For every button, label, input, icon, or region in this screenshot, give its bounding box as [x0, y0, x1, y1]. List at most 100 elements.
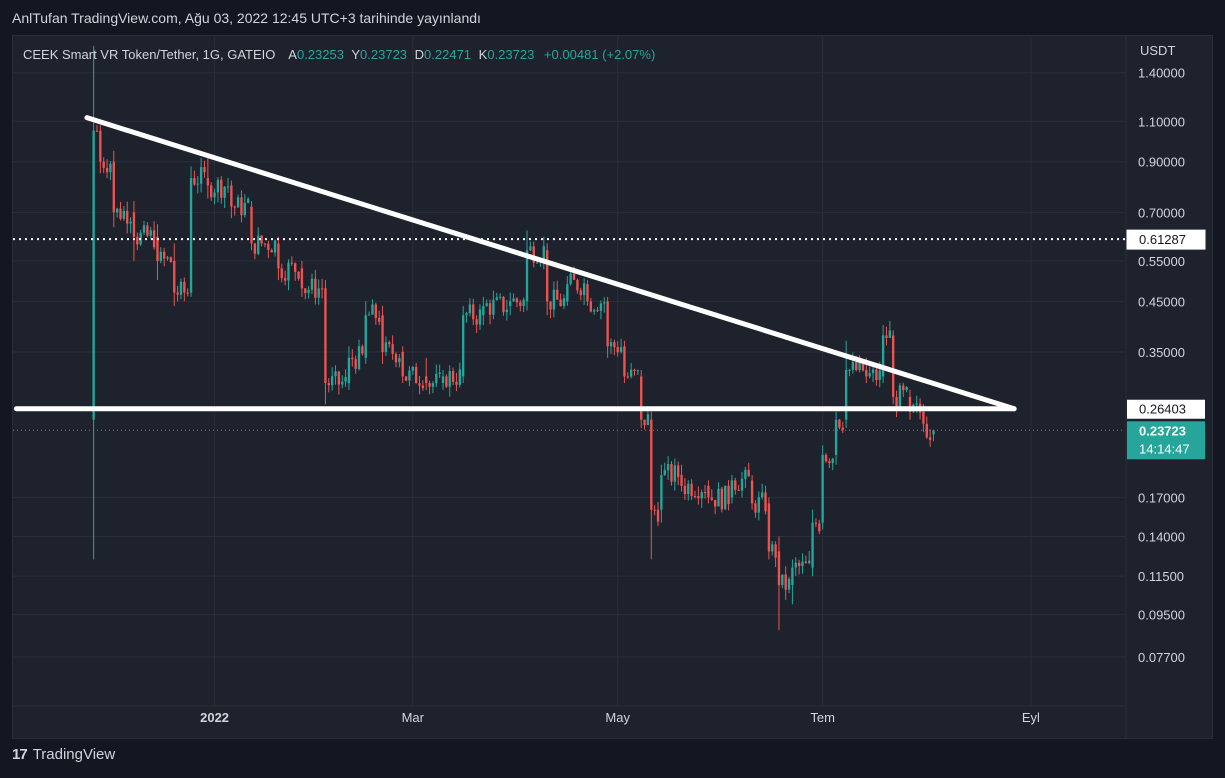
candle-body — [811, 522, 814, 568]
candle-body — [294, 263, 297, 272]
candle-body — [351, 357, 354, 360]
symbol-name: CEEK Smart VR Token/Tether, 1G, GATEIO — [23, 47, 275, 62]
candle-body — [146, 225, 149, 236]
candle-body — [902, 385, 905, 391]
candle-body — [700, 492, 703, 499]
candle-body — [233, 206, 236, 208]
candle-body — [105, 168, 109, 173]
candle-body — [925, 423, 928, 438]
candle-body — [196, 183, 199, 185]
candle-body — [737, 489, 740, 491]
candle-body — [720, 488, 724, 510]
tradingview-brand[interactable]: 17 TradingView — [12, 746, 115, 763]
candle-body — [730, 480, 734, 498]
candle-body — [253, 243, 257, 254]
candle-body — [414, 366, 418, 384]
candle-body — [673, 465, 677, 482]
candle-body — [173, 260, 176, 293]
chart-panel[interactable]: CEEK Smart VR Token/Tether, 1G, GATEIO A… — [12, 35, 1213, 739]
candle-body — [210, 185, 213, 198]
svg-text:0.26403: 0.26403 — [1139, 402, 1186, 417]
candle-body — [747, 469, 750, 477]
candle-body — [512, 298, 515, 302]
y-tick-label: 0.11500 — [1138, 569, 1184, 584]
candle-body — [855, 361, 858, 370]
candle-body — [888, 330, 892, 338]
candle-body — [596, 310, 599, 312]
open-label: A — [288, 47, 297, 62]
candle-body — [374, 304, 378, 318]
grid-lines — [13, 36, 1126, 707]
candle-body — [478, 309, 482, 325]
candle-body — [892, 335, 895, 397]
candle-body — [613, 342, 616, 348]
candle-body — [488, 303, 492, 315]
candle-body — [868, 373, 871, 377]
candle-body — [502, 296, 505, 313]
candle-body — [784, 574, 787, 590]
x-tick-label: 2022 — [200, 710, 229, 725]
price-chart[interactable]: CEEK Smart VR Token/Tether, 1G, GATEIO A… — [13, 36, 1212, 738]
candle-body — [391, 344, 394, 354]
candle-body — [347, 357, 351, 384]
candle-body — [787, 578, 791, 590]
candle-body — [804, 561, 808, 564]
candle-body — [220, 179, 223, 198]
candle-body — [603, 302, 606, 304]
trendline[interactable] — [84, 115, 1017, 412]
y-tick-label: 0.90000 — [1138, 155, 1185, 170]
candle-body — [384, 342, 388, 352]
candle-body — [545, 250, 549, 302]
candle-body — [666, 464, 670, 471]
candle-body — [683, 485, 687, 495]
candle-body — [922, 411, 925, 424]
candle-body — [425, 376, 428, 384]
low-label: D — [415, 47, 424, 62]
x-tick-label: May — [605, 710, 630, 725]
candle-body — [277, 243, 280, 269]
candle-body — [206, 178, 210, 186]
candle-body — [448, 371, 451, 387]
candle-body — [109, 163, 112, 173]
candle-body — [764, 492, 767, 512]
candle-body — [263, 243, 267, 245]
candle-body — [475, 319, 478, 325]
candle-body — [824, 454, 828, 462]
candle-body — [871, 369, 875, 374]
candle-body — [791, 567, 794, 586]
candle-body — [223, 186, 226, 198]
candle-body — [378, 317, 381, 322]
brand-name: TradingView — [32, 746, 116, 763]
candle-body — [357, 346, 361, 369]
candle-body — [552, 289, 556, 310]
y-tick-label: 0.70000 — [1138, 205, 1185, 220]
candle-body — [337, 371, 341, 385]
candle-body — [771, 544, 774, 552]
candle-body — [744, 469, 747, 479]
publish-info: AnlTufan TradingView.com, Ağu 03, 2022 1… — [12, 10, 481, 26]
candle-body — [327, 383, 330, 386]
candle-body — [616, 347, 619, 353]
candle-body — [576, 279, 579, 291]
candle-body — [136, 236, 139, 245]
candle-body — [750, 480, 754, 504]
candle-body — [670, 464, 673, 482]
drawings — [13, 115, 1125, 431]
high-label: Y — [351, 47, 360, 62]
candle-body — [159, 251, 162, 261]
close-label: K — [479, 47, 488, 62]
candle-body — [243, 202, 246, 216]
x-tick-label: Mar — [402, 710, 425, 725]
candle-body — [367, 314, 371, 316]
candle-body — [848, 369, 851, 371]
candle-body — [300, 268, 304, 289]
candle-body — [166, 257, 169, 259]
candle-body — [203, 167, 206, 173]
candle-body — [851, 361, 855, 370]
price-axis: 1.40000 1.10000 0.90000 0.70000 0.55000 0.450… — [1138, 66, 1185, 665]
candle-body — [142, 225, 146, 233]
candle-body — [740, 478, 744, 491]
candle-body — [928, 437, 932, 440]
candle-body — [834, 419, 838, 455]
candle-body — [593, 310, 596, 312]
